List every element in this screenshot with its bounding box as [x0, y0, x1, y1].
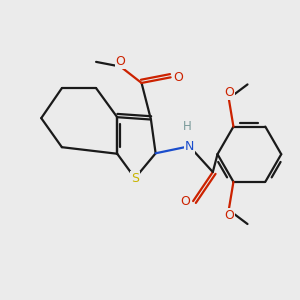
Text: O: O	[173, 71, 183, 84]
Text: O: O	[224, 209, 234, 222]
Text: O: O	[181, 195, 190, 208]
Text: N: N	[185, 140, 194, 153]
Text: S: S	[131, 172, 139, 184]
Text: O: O	[224, 86, 234, 99]
Text: H: H	[183, 120, 191, 133]
Text: O: O	[116, 56, 125, 68]
